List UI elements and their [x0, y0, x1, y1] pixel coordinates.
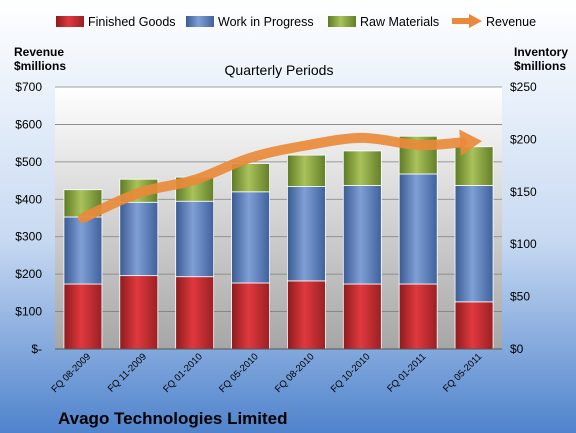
- right-tick-label: $200: [510, 132, 537, 146]
- company-name: Avago Technologies Limited: [58, 409, 288, 428]
- plot-title: Quarterly Periods: [225, 62, 334, 78]
- right-tick-label: $250: [510, 80, 537, 94]
- bar-raw-materials: [342, 150, 382, 186]
- left-tick-label: $400: [15, 192, 42, 206]
- left-axis-title-line1: Revenue: [14, 45, 64, 59]
- left-tick-label: $700: [15, 80, 42, 94]
- bar-work-in-progress: [454, 185, 494, 303]
- left-tick-label: $100: [15, 305, 42, 319]
- left-axis-title-line2: $millions: [14, 59, 66, 73]
- legend-label-work-in-progress: Work in Progress: [218, 15, 314, 29]
- left-tick-label: $-: [31, 342, 42, 356]
- left-tick-label: $200: [15, 267, 42, 281]
- bar-finished-goods: [231, 282, 270, 350]
- bars-layer: [63, 135, 494, 350]
- bar-work-in-progress: [287, 186, 326, 282]
- legend-swatch-finished-goods: [56, 16, 84, 27]
- right-axis-title-line2: $millions: [514, 59, 566, 73]
- legend-label-revenue: Revenue: [486, 15, 536, 29]
- right-tick-label: $100: [510, 237, 537, 251]
- bar-finished-goods: [175, 276, 215, 350]
- left-tick-label: $600: [15, 117, 42, 131]
- bar-finished-goods: [454, 301, 494, 350]
- bar-work-in-progress: [63, 216, 103, 285]
- right-axis-title-line1: Inventory: [514, 45, 568, 59]
- bar-raw-materials: [231, 163, 270, 193]
- bar-work-in-progress: [119, 201, 159, 277]
- revenue-line: [77, 132, 468, 223]
- bar-finished-goods: [63, 283, 103, 350]
- bar-work-in-progress: [175, 200, 215, 278]
- legend-label-raw-materials: Raw Materials: [360, 15, 439, 29]
- legend-swatch-raw-materials: [328, 16, 356, 27]
- bar-finished-goods: [398, 283, 438, 350]
- right-tick-label: $0: [510, 342, 524, 356]
- right-tick-label: $150: [510, 185, 537, 199]
- legend-arrowhead-revenue: [469, 14, 482, 28]
- revenue-arrowhead: [459, 129, 483, 156]
- line-layer: [77, 129, 483, 223]
- legend-label-finished-goods: Finished Goods: [88, 15, 176, 29]
- bar-work-in-progress: [398, 173, 438, 285]
- bar-finished-goods: [119, 275, 159, 350]
- bar-finished-goods: [287, 280, 326, 350]
- right-tick-label: $50: [510, 290, 530, 304]
- left-tick-label: $300: [15, 230, 42, 244]
- bar-raw-materials: [287, 154, 326, 187]
- bar-finished-goods: [342, 283, 382, 350]
- bar-work-in-progress: [342, 185, 382, 285]
- legend-swatch-work-in-progress: [186, 16, 214, 27]
- left-tick-label: $500: [15, 155, 42, 169]
- legend: Finished Goods Work in Progress Raw Mate…: [56, 14, 536, 29]
- bar-work-in-progress: [231, 191, 270, 284]
